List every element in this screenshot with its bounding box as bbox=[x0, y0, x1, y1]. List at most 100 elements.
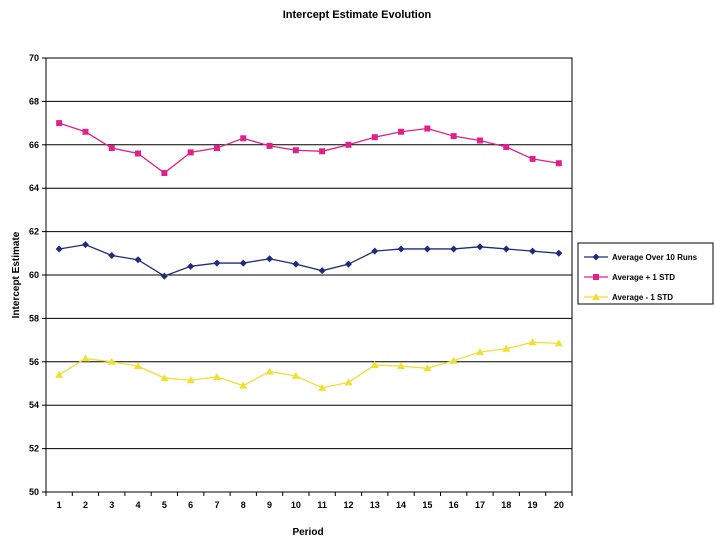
data-point bbox=[213, 145, 220, 152]
legend-entry: Average + 1 STD bbox=[584, 273, 675, 282]
legend-label: Average + 1 STD bbox=[612, 273, 675, 282]
data-point bbox=[187, 262, 195, 270]
data-point bbox=[423, 364, 432, 372]
x-tick-label: 19 bbox=[528, 500, 538, 510]
data-point bbox=[450, 133, 457, 140]
series-2 bbox=[56, 120, 562, 177]
data-point bbox=[160, 272, 168, 280]
y-tick-label: 66 bbox=[29, 140, 39, 150]
data-point bbox=[240, 135, 247, 142]
data-point bbox=[370, 361, 379, 369]
data-point bbox=[265, 367, 274, 375]
data-point bbox=[292, 260, 300, 268]
data-point bbox=[318, 383, 327, 391]
data-point bbox=[423, 245, 431, 253]
series-layer bbox=[55, 120, 563, 391]
data-point bbox=[371, 134, 378, 141]
x-tick-label: 1 bbox=[57, 500, 62, 510]
data-point bbox=[529, 155, 536, 162]
data-point bbox=[476, 137, 483, 144]
y-tick-label: 64 bbox=[29, 183, 39, 193]
legend-label: Average Over 10 Runs bbox=[612, 253, 698, 262]
y-tick-label: 58 bbox=[29, 313, 39, 323]
y-tick-label: 50 bbox=[29, 487, 39, 497]
data-point bbox=[266, 142, 273, 149]
data-point bbox=[266, 255, 274, 263]
data-point bbox=[371, 247, 379, 255]
x-tick-label: 15 bbox=[422, 500, 432, 510]
data-point bbox=[186, 376, 195, 384]
data-point bbox=[81, 354, 90, 362]
legend-label: Average - 1 STD bbox=[612, 293, 673, 302]
data-point bbox=[107, 357, 116, 365]
legend-marker bbox=[592, 253, 600, 261]
data-point bbox=[529, 247, 537, 255]
x-tick-label: 5 bbox=[162, 500, 167, 510]
y-axis-ticks: 50 52 54 56 58 60 62 64 66 68 70 bbox=[29, 53, 46, 497]
data-point bbox=[291, 371, 300, 379]
x-tick-label: 13 bbox=[370, 500, 380, 510]
x-tick-label: 14 bbox=[396, 500, 406, 510]
legend-marker bbox=[593, 274, 599, 280]
x-tick-label: 9 bbox=[267, 500, 272, 510]
x-tick-label: 17 bbox=[475, 500, 485, 510]
data-point bbox=[397, 245, 405, 253]
data-point bbox=[134, 362, 143, 370]
data-point bbox=[81, 241, 89, 249]
data-point bbox=[502, 245, 510, 253]
legend-entry: Average Over 10 Runs bbox=[584, 253, 698, 262]
data-point bbox=[239, 259, 247, 267]
legend-entry: Average - 1 STD bbox=[584, 293, 673, 302]
data-point bbox=[160, 374, 169, 382]
data-point bbox=[555, 249, 563, 257]
data-point bbox=[135, 150, 142, 157]
x-tick-label: 11 bbox=[317, 500, 327, 510]
y-tick-label: 70 bbox=[29, 53, 39, 63]
x-tick-label: 10 bbox=[291, 500, 301, 510]
series-line bbox=[59, 243, 559, 277]
data-point bbox=[475, 348, 484, 356]
x-tick-label: 7 bbox=[214, 500, 219, 510]
data-point bbox=[318, 267, 326, 275]
x-axis-ticks: 1 2 3 4 5 6 7 8 9 10 11 12 13 14 15 16 17 18 19 20 bbox=[45, 492, 573, 510]
data-point bbox=[55, 370, 64, 378]
series-1 bbox=[55, 241, 563, 280]
x-tick-label: 4 bbox=[136, 500, 141, 510]
y-tick-label: 68 bbox=[29, 96, 39, 106]
x-tick-label: 18 bbox=[501, 500, 511, 510]
data-point bbox=[134, 256, 142, 264]
data-point bbox=[213, 259, 221, 267]
data-point bbox=[397, 362, 406, 370]
data-point bbox=[345, 141, 352, 148]
x-tick-label: 16 bbox=[449, 500, 459, 510]
series-3 bbox=[55, 338, 563, 391]
legend-box bbox=[577, 242, 714, 305]
data-point bbox=[108, 145, 115, 152]
data-point bbox=[292, 147, 299, 154]
y-tick-label: 60 bbox=[29, 270, 39, 280]
data-point bbox=[161, 170, 168, 177]
x-tick-label: 20 bbox=[554, 500, 564, 510]
data-point bbox=[212, 372, 221, 380]
data-point bbox=[344, 378, 353, 386]
y-tick-label: 52 bbox=[29, 444, 39, 454]
data-point bbox=[450, 245, 458, 253]
series-line bbox=[58, 122, 559, 174]
series-line bbox=[58, 341, 559, 389]
y-tick-label: 62 bbox=[29, 227, 39, 237]
y-tick-label: 56 bbox=[29, 357, 39, 367]
x-tick-label: 12 bbox=[343, 500, 353, 510]
x-tick-label: 6 bbox=[188, 500, 193, 510]
data-point bbox=[502, 344, 511, 352]
data-point bbox=[108, 251, 116, 259]
y-tick-label: 54 bbox=[29, 400, 39, 410]
data-point bbox=[239, 381, 248, 389]
legend-marker bbox=[592, 293, 600, 300]
data-point bbox=[56, 120, 63, 127]
x-tick-label: 3 bbox=[109, 500, 114, 510]
data-point bbox=[528, 338, 537, 346]
data-point bbox=[554, 339, 563, 347]
data-point bbox=[503, 143, 510, 150]
data-point bbox=[55, 245, 63, 253]
